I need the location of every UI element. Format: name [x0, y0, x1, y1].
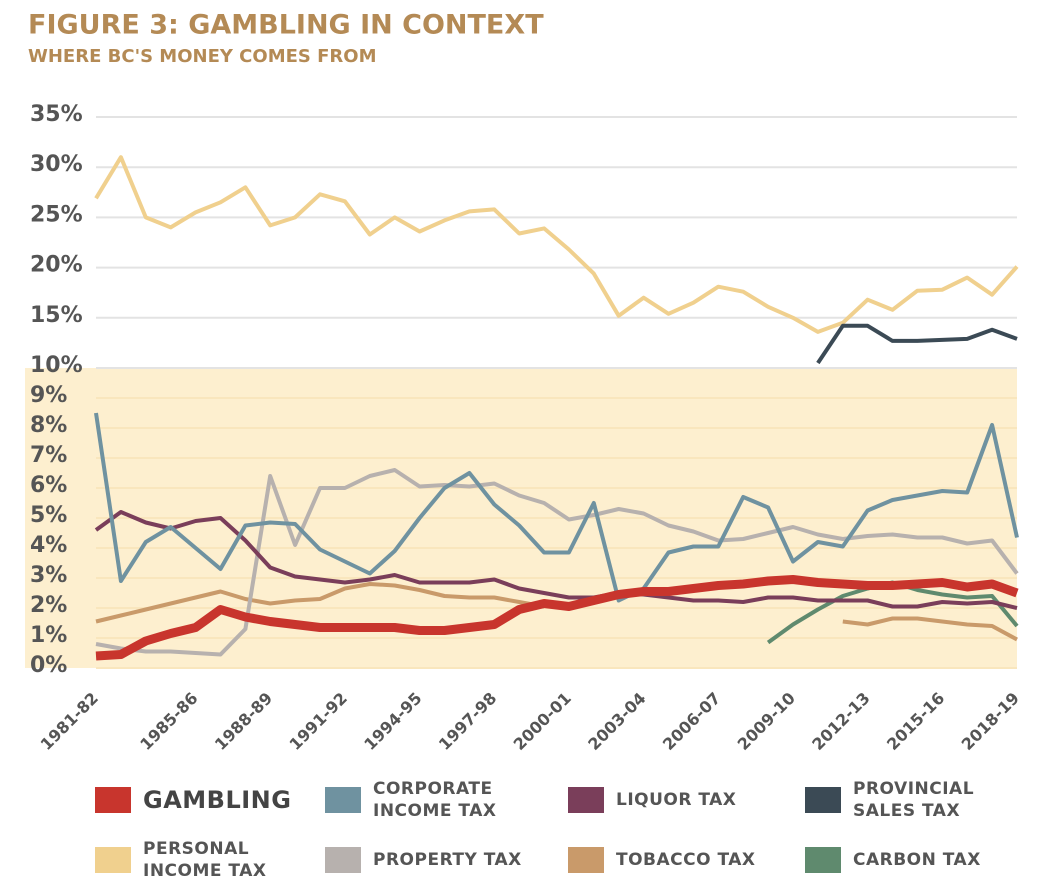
legend-swatch: [325, 787, 361, 813]
y-tick-label: 1%: [30, 623, 67, 648]
x-tick-label: 2003-04: [584, 689, 649, 754]
x-tick-label: 2000-01: [510, 689, 575, 754]
legend-swatch: [95, 847, 131, 873]
legend-label: LIQUOR TAX: [616, 790, 737, 810]
y-tick-label: 4%: [30, 533, 67, 558]
x-tick-label: 2009-10: [734, 689, 799, 754]
legend-swatch: [95, 787, 131, 813]
series-line: [816, 323, 1018, 365]
legend-swatch: [325, 847, 361, 873]
x-tick-label: 1991-92: [286, 689, 351, 754]
legend-item: CARBON TAX: [805, 835, 1025, 885]
legend-item: LIQUOR TAX: [568, 775, 805, 825]
x-tick-label: 2018-19: [958, 689, 1023, 754]
legend-item: TOBACCO TAX: [568, 835, 805, 885]
y-tick-label: 6%: [30, 473, 67, 498]
legend-swatch: [568, 787, 604, 813]
x-tick-label: 1988-89: [211, 689, 276, 754]
x-tick-label: 2006-07: [659, 689, 724, 754]
legend-item: PERSONAL INCOME TAX: [95, 835, 325, 885]
series-line: [94, 155, 1019, 334]
series-line: [95, 582, 1018, 642]
y-tick-label: 9%: [30, 383, 67, 408]
legend-label: CARBON TAX: [853, 850, 981, 870]
series-line: [95, 575, 1019, 661]
y-tick-label: 3%: [30, 563, 67, 588]
y-tick-label: 25%: [30, 202, 83, 227]
y-tick-label: 35%: [30, 102, 83, 127]
y-tick-label: 30%: [30, 152, 83, 177]
series-line: [95, 468, 1019, 657]
y-tick-label: 2%: [30, 593, 67, 618]
y-tick-label: 15%: [30, 303, 83, 328]
y-tick-label: 7%: [30, 443, 67, 468]
x-tick-label: 1985-86: [136, 689, 201, 754]
x-tick-label: 1981-82: [37, 689, 102, 754]
y-tick-label: 8%: [30, 413, 67, 438]
legend-item: GAMBLING: [95, 775, 325, 825]
legend-label: PROVINCIAL SALES TAX: [853, 779, 975, 821]
x-tick-label: 2015-16: [883, 689, 948, 754]
series-line: [94, 412, 1019, 603]
legend-item: CORPORATE INCOME TAX: [325, 775, 568, 825]
legend: GAMBLING CORPORATE INCOME TAX LIQUOR TAX PR…: [95, 775, 1025, 885]
x-tick-label: 2012-13: [808, 689, 873, 754]
series-line: [94, 510, 1018, 610]
chart: FIGURE 3: GAMBLING IN CONTEXT WHERE BC'S…: [25, 10, 1023, 754]
y-tick-label: 0%: [30, 653, 67, 678]
chart-title: FIGURE 3: GAMBLING IN CONTEXT: [28, 10, 544, 41]
legend-label: PERSONAL INCOME TAX: [143, 839, 267, 881]
legend-item: PROVINCIAL SALES TAX: [805, 775, 1025, 825]
legend-item: PROPERTY TAX: [325, 835, 568, 885]
x-tick-label: 1997-98: [435, 689, 500, 754]
y-tick-label: 20%: [30, 253, 83, 278]
legend-label: GAMBLING: [143, 786, 292, 814]
chart-subtitle: WHERE BC'S MONEY COMES FROM: [28, 46, 377, 67]
y-tick-label: 5%: [30, 503, 67, 528]
legend-label: PROPERTY TAX: [373, 850, 522, 870]
legend-swatch: [568, 847, 604, 873]
y-tick-label: 10%: [30, 353, 83, 378]
legend-swatch: [805, 847, 841, 873]
legend-swatch: [805, 787, 841, 813]
legend-label: TOBACCO TAX: [616, 850, 756, 870]
legend-label: CORPORATE INCOME TAX: [373, 779, 497, 821]
x-tick-label: 1994-95: [360, 689, 425, 754]
